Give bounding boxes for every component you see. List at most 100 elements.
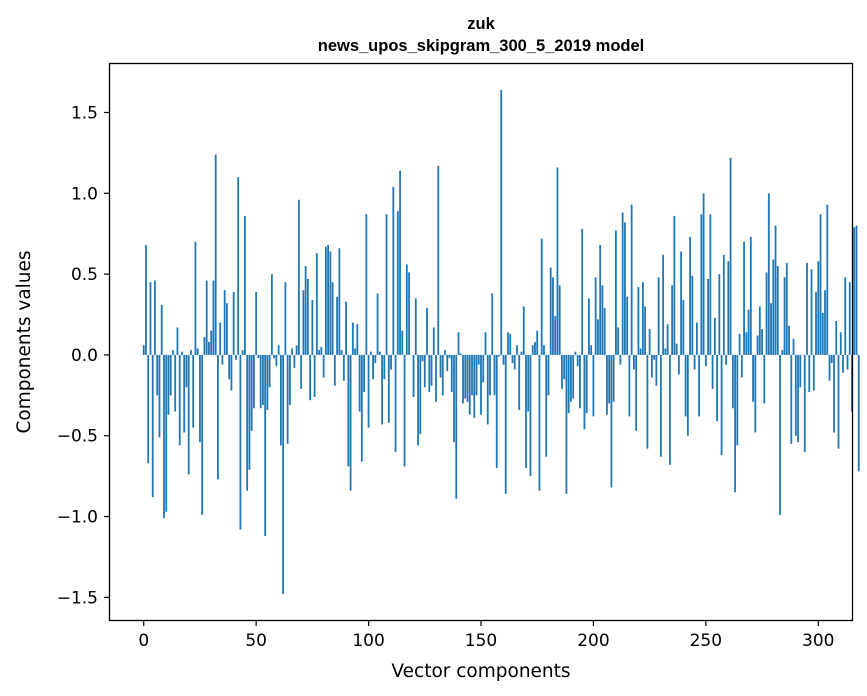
- bar-88: [340, 350, 343, 355]
- bar-292: [799, 354, 802, 388]
- x-tick-label: 100: [352, 631, 384, 651]
- bar-242: [686, 354, 689, 436]
- bar-60: [277, 345, 280, 355]
- bar-220: [637, 287, 640, 355]
- bar-281: [774, 225, 777, 355]
- bar-109: [387, 354, 390, 423]
- bar-78: [318, 350, 321, 355]
- bar-140: [457, 332, 460, 355]
- bar-295: [806, 262, 808, 355]
- bar-267: [743, 241, 745, 355]
- bar-74: [309, 354, 312, 401]
- bar-58: [273, 354, 276, 359]
- bar-130: [435, 354, 437, 402]
- bar-186: [561, 354, 563, 389]
- y-tick-label: −1.5: [57, 588, 98, 608]
- bar-122: [417, 354, 419, 446]
- bar-192: [574, 351, 577, 355]
- y-tick-label: 1.0: [71, 184, 98, 204]
- bar-129: [432, 327, 435, 355]
- bar-111: [392, 186, 395, 355]
- bar-264: [736, 354, 739, 446]
- bar-314: [848, 282, 851, 355]
- bar-65: [288, 354, 291, 406]
- bar-98: [363, 354, 365, 393]
- y-tick-label: 1.5: [71, 103, 98, 123]
- bar-62: [282, 354, 285, 595]
- bar-112: [394, 354, 397, 452]
- bar-40: [232, 291, 235, 355]
- bar-280: [772, 259, 775, 355]
- bar-79: [320, 346, 323, 355]
- bar-247: [698, 354, 700, 417]
- bar-101: [369, 351, 372, 355]
- bar-178: [543, 345, 545, 355]
- bar-304: [826, 204, 829, 355]
- bar-232: [664, 348, 667, 355]
- bar-193: [576, 354, 579, 367]
- bar-96: [358, 354, 361, 412]
- bar-298: [812, 354, 815, 391]
- bar-164: [511, 354, 514, 364]
- bar-91: [347, 354, 350, 467]
- bar-269: [747, 309, 750, 355]
- x-axis-label: Vector components: [391, 661, 570, 682]
- bar-166: [516, 345, 518, 355]
- bar-209: [612, 354, 615, 402]
- bar-168: [520, 351, 523, 355]
- bar-163: [509, 333, 512, 355]
- bar-287: [788, 325, 790, 355]
- bar-34: [219, 322, 222, 355]
- bar-15: [176, 327, 179, 355]
- bar-57: [270, 274, 273, 355]
- bar-85: [333, 354, 336, 386]
- bar-210: [615, 230, 617, 355]
- bar-133: [441, 354, 444, 396]
- bar-188: [565, 354, 568, 494]
- bar-160: [502, 354, 505, 365]
- bar-289: [792, 338, 795, 355]
- chart-subtitle: news_upos_skipgram_300_5_2019 model: [318, 37, 645, 55]
- bar-215: [626, 296, 629, 355]
- bar-174: [534, 342, 536, 355]
- bar-228: [655, 354, 658, 386]
- bar-197: [585, 354, 588, 414]
- bar-261: [729, 157, 732, 355]
- bar-145: [468, 354, 471, 415]
- bar-135: [446, 354, 449, 372]
- bar-258: [722, 254, 725, 355]
- bar-97: [360, 354, 363, 462]
- bar-104: [376, 293, 379, 355]
- bar-123: [419, 354, 422, 435]
- bar-42: [237, 177, 240, 355]
- bar-53: [262, 354, 264, 406]
- bar-121: [414, 298, 417, 355]
- x-tick-label: 50: [245, 631, 267, 651]
- bar-125: [423, 354, 426, 388]
- bar-227: [653, 354, 656, 360]
- bar-222: [641, 282, 644, 355]
- bar-20: [187, 354, 190, 475]
- bar-84: [331, 282, 334, 355]
- bar-217: [630, 204, 633, 355]
- bar-71: [302, 290, 305, 355]
- bar-155: [491, 293, 494, 355]
- bar-110: [390, 354, 392, 370]
- bar-113: [396, 211, 399, 355]
- bar-296: [808, 354, 811, 393]
- x-tick-label: 250: [690, 631, 722, 651]
- bar-277: [765, 272, 768, 355]
- bar-1: [145, 245, 147, 355]
- bar-28: [205, 280, 208, 355]
- bar-86: [336, 296, 338, 355]
- bar-39: [230, 354, 233, 391]
- x-tick-label: 150: [465, 631, 497, 651]
- bar-128: [430, 354, 433, 386]
- bar-80: [322, 354, 325, 378]
- bar-137: [450, 354, 453, 393]
- bar-68: [295, 345, 298, 355]
- bar-180: [547, 354, 550, 396]
- bar-124: [421, 354, 424, 362]
- bar-67: [293, 354, 296, 368]
